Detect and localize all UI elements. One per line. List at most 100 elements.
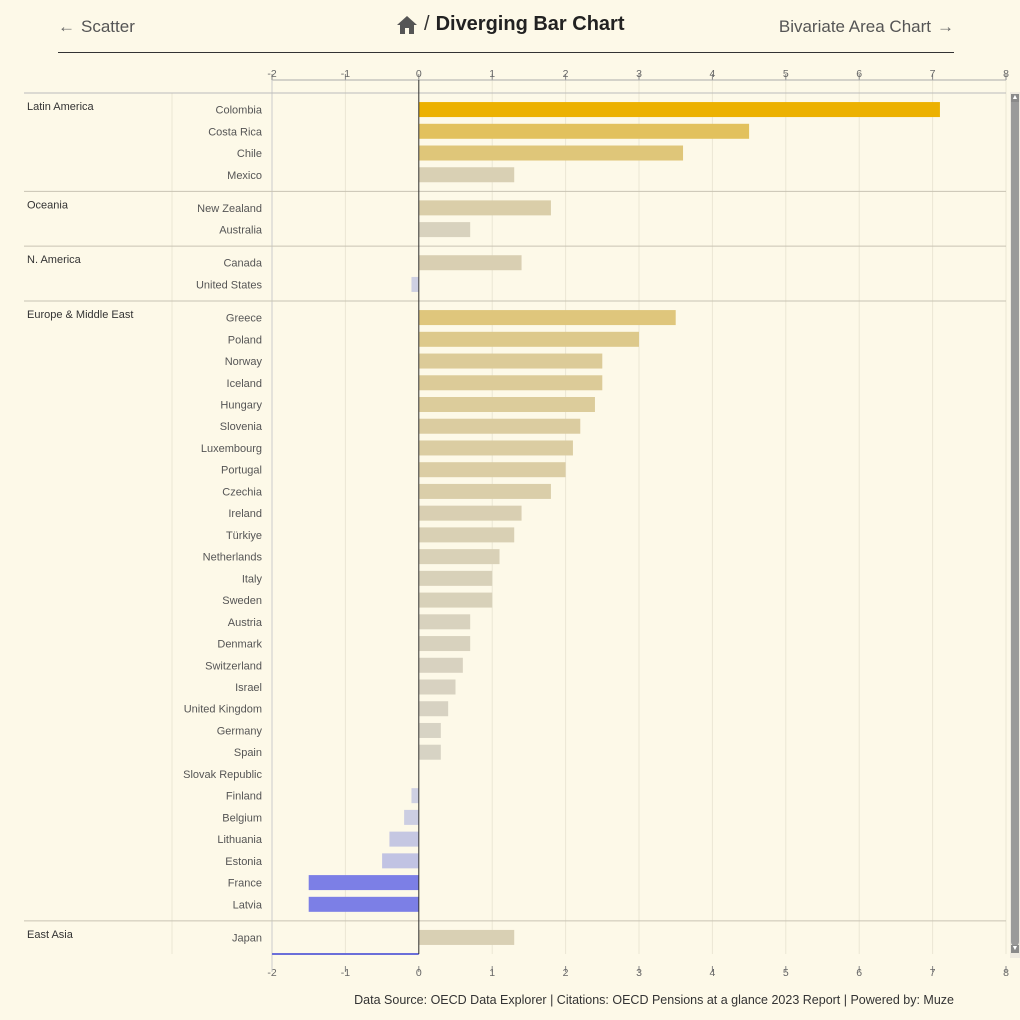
country-label: Colombia: [216, 105, 263, 117]
bar: [418, 570, 493, 586]
x-tick-label-bottom: 5: [783, 967, 789, 979]
home-icon[interactable]: [396, 15, 418, 35]
country-label: Belgium: [222, 812, 262, 824]
country-label: Slovak Republic: [183, 769, 262, 781]
bar: [418, 701, 449, 717]
x-tick-label-top: 1: [489, 68, 495, 80]
x-tick-label-bottom: 1: [489, 967, 495, 979]
country-label: Switzerland: [205, 660, 262, 672]
x-tick-label-top: 8: [1003, 68, 1009, 80]
bar: [418, 255, 522, 271]
bar: [418, 722, 441, 738]
prev-chart-label: Scatter: [81, 17, 135, 36]
bar: [418, 549, 500, 565]
bar: [308, 896, 419, 912]
bar: [382, 853, 419, 869]
group-label: Oceania: [27, 199, 69, 211]
country-label: France: [228, 878, 262, 890]
scroll-down-icon[interactable]: ▼: [1011, 945, 1019, 953]
country-label: Lithuania: [217, 834, 263, 846]
x-tick-label-top: 6: [856, 68, 862, 80]
x-tick-label-bottom: -2: [267, 967, 276, 979]
bar: [418, 929, 515, 945]
x-tick-label-bottom: 6: [856, 967, 862, 979]
country-label: Sweden: [222, 595, 262, 607]
bar: [404, 809, 419, 825]
page-title: / Diverging Bar Chart: [396, 13, 625, 36]
bar: [418, 200, 551, 216]
country-label: Mexico: [227, 170, 262, 182]
bar: [418, 353, 603, 369]
country-label: Ireland: [228, 508, 262, 520]
country-label: Hungary: [220, 399, 262, 411]
country-label: Canada: [223, 258, 262, 270]
country-label: Poland: [228, 334, 262, 346]
diverging-bar-chart: -2 -2 -1 -1 0 0 1 1 2 2 3 3 4 4 5 5 6 6 7 7 8 8 Latin America O…: [24, 68, 1009, 979]
country-label: Norway: [225, 356, 263, 368]
prev-chart-link[interactable]: ← Scatter: [58, 17, 135, 37]
x-tick-label-top: 5: [783, 68, 789, 80]
bar: [418, 614, 471, 630]
country-label: Netherlands: [203, 552, 263, 564]
bar: [418, 657, 463, 673]
country-label: Greece: [226, 313, 262, 325]
bar: [389, 831, 419, 847]
country-label: Estonia: [225, 856, 263, 868]
x-tick-label-top: -1: [341, 68, 350, 80]
bar: [308, 875, 419, 891]
footer-credits: Data Source: OECD Data Explorer | Citati…: [354, 993, 954, 1007]
country-label: Slovenia: [220, 421, 263, 433]
arrow-right-icon: →: [937, 17, 954, 36]
group-label: N. America: [27, 254, 82, 266]
next-chart-link[interactable]: Bivariate Area Chart →: [779, 17, 954, 37]
bar: [418, 505, 522, 521]
country-label: Denmark: [217, 639, 262, 651]
country-label: Israel: [235, 682, 262, 694]
x-tick-label-top: 0: [416, 68, 422, 80]
x-tick-label-bottom: 3: [636, 967, 642, 979]
x-tick-label-top: 3: [636, 68, 642, 80]
x-tick-label-top: 4: [709, 68, 715, 80]
x-tick-label-bottom: 4: [709, 967, 715, 979]
scrollbar-thumb[interactable]: [1011, 98, 1019, 946]
bar: [418, 167, 515, 183]
country-label: Austria: [228, 617, 263, 629]
x-tick-label-bottom: 7: [930, 967, 936, 979]
x-tick-label-top: 2: [563, 68, 569, 80]
country-label: United States: [196, 279, 263, 291]
country-label: Japan: [232, 932, 262, 944]
bar: [411, 276, 419, 292]
bar: [418, 310, 676, 326]
bar: [418, 462, 566, 478]
country-label: Türkiye: [226, 530, 262, 542]
country-label: Spain: [234, 747, 262, 759]
country-label: New Zealand: [197, 203, 262, 215]
x-tick-label-bottom: 8: [1003, 967, 1009, 979]
x-tick-label-bottom: -1: [341, 967, 350, 979]
x-tick-label-top: -2: [267, 68, 276, 80]
scroll-up-icon[interactable]: ▲: [1011, 94, 1019, 102]
bar: [418, 331, 639, 347]
bar: [418, 483, 551, 499]
x-tick-label-top: 7: [930, 68, 936, 80]
group-label: Latin America: [27, 101, 95, 113]
country-label: United Kingdom: [184, 704, 262, 716]
next-chart-label: Bivariate Area Chart: [778, 17, 931, 36]
country-label: Chile: [237, 148, 262, 160]
arrow-left-icon: ←: [58, 17, 75, 36]
bar: [418, 592, 493, 608]
bar: [418, 744, 441, 760]
bar: [411, 788, 419, 804]
x-tick-label-bottom: 2: [563, 967, 569, 979]
bar: [418, 440, 573, 456]
group-label: East Asia: [27, 929, 74, 941]
title-text: Diverging Bar Chart: [435, 13, 625, 35]
bar: [418, 123, 750, 139]
bar: [418, 679, 456, 695]
bar: [418, 145, 684, 161]
bar: [418, 636, 471, 652]
country-label: Costa Rica: [208, 126, 263, 138]
bar: [418, 527, 515, 543]
top-navigation: ← Scatter / Diverging Bar Chart Bivariat…: [58, 0, 954, 53]
country-label: Finland: [226, 791, 262, 803]
